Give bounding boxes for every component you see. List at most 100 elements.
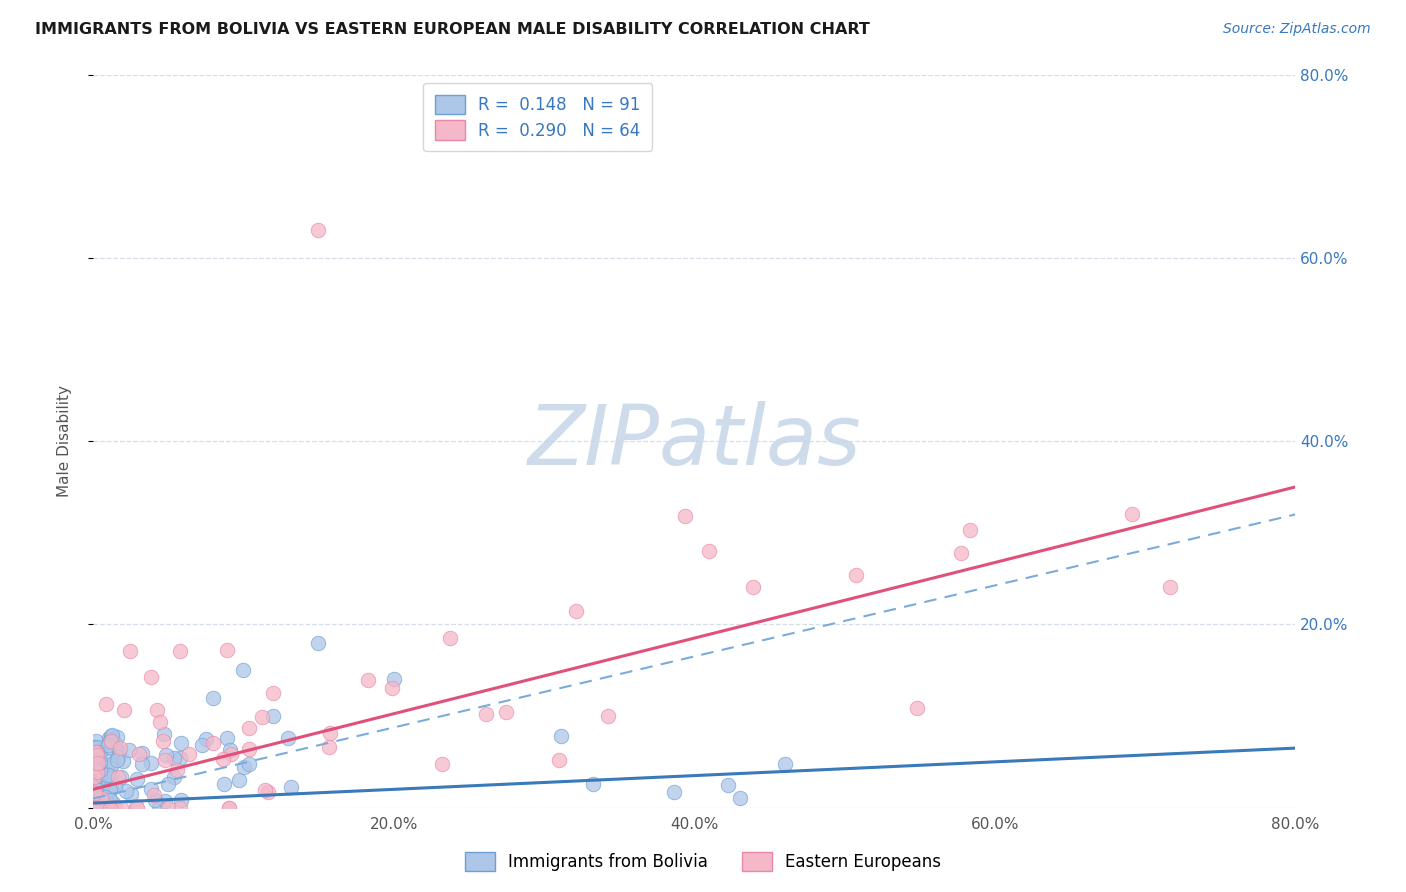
- Point: [217, 731, 239, 745]
- Point: [238, 756, 260, 771]
- Point: [717, 778, 740, 792]
- Point: [83, 739, 105, 754]
- Point: [100, 769, 122, 783]
- Point: [169, 800, 191, 814]
- Point: [218, 800, 240, 814]
- Point: [232, 663, 254, 677]
- Point: [550, 729, 572, 743]
- Point: [117, 742, 139, 756]
- Point: [83, 773, 105, 788]
- Point: [86, 761, 108, 775]
- Point: [86, 789, 108, 803]
- Point: [83, 778, 105, 792]
- Point: [86, 748, 108, 763]
- Point: [82, 739, 104, 754]
- Point: [86, 798, 108, 813]
- Point: [97, 768, 120, 782]
- Point: [1159, 580, 1181, 594]
- Point: [564, 604, 586, 618]
- Point: [319, 726, 342, 740]
- Point: [104, 780, 127, 794]
- Point: [156, 777, 179, 791]
- Point: [112, 754, 135, 768]
- Point: [125, 800, 148, 814]
- Point: [100, 756, 122, 771]
- Point: [83, 796, 105, 810]
- Point: [202, 736, 225, 750]
- Point: [773, 757, 796, 772]
- Point: [101, 728, 124, 742]
- Point: [153, 727, 176, 741]
- Point: [212, 752, 235, 766]
- Point: [149, 715, 172, 730]
- Point: [93, 753, 115, 767]
- Point: [148, 800, 170, 814]
- Point: [94, 789, 117, 804]
- Point: [547, 753, 569, 767]
- Point: [143, 793, 166, 807]
- Point: [100, 800, 122, 814]
- Point: [194, 731, 217, 746]
- Point: [83, 754, 105, 768]
- Point: [89, 756, 111, 770]
- Point: [97, 739, 120, 753]
- Point: [86, 800, 108, 814]
- Point: [141, 756, 163, 770]
- Point: [277, 731, 299, 745]
- Point: [83, 770, 105, 784]
- Point: [104, 799, 127, 814]
- Point: [280, 780, 302, 794]
- Point: [110, 800, 132, 814]
- Point: [108, 745, 131, 759]
- Point: [728, 790, 751, 805]
- Point: [232, 760, 254, 774]
- Point: [84, 734, 107, 748]
- Point: [100, 780, 122, 795]
- Point: [582, 777, 605, 791]
- Point: [87, 789, 110, 804]
- Point: [169, 750, 191, 764]
- Point: [84, 747, 107, 761]
- Point: [96, 772, 118, 787]
- Text: Source: ZipAtlas.com: Source: ZipAtlas.com: [1223, 22, 1371, 37]
- Point: [169, 644, 191, 658]
- Point: [110, 770, 132, 784]
- Point: [112, 702, 135, 716]
- Point: [97, 740, 120, 755]
- Point: [84, 740, 107, 755]
- Point: [89, 746, 111, 760]
- Point: [662, 785, 685, 799]
- Point: [87, 756, 110, 770]
- Point: [84, 745, 107, 759]
- Point: [87, 764, 110, 778]
- Point: [83, 786, 105, 800]
- Point: [87, 767, 110, 781]
- Point: [907, 701, 929, 715]
- Point: [218, 800, 240, 814]
- Point: [86, 745, 108, 759]
- Point: [381, 681, 404, 695]
- Point: [153, 753, 176, 767]
- Point: [598, 708, 620, 723]
- Point: [382, 673, 405, 687]
- Point: [250, 710, 273, 724]
- Point: [673, 509, 696, 524]
- Point: [83, 786, 105, 800]
- Point: [100, 733, 122, 747]
- Legend: Immigrants from Bolivia, Eastern Europeans: Immigrants from Bolivia, Eastern Europea…: [457, 843, 949, 880]
- Point: [89, 763, 111, 777]
- Text: ZIPatlas: ZIPatlas: [527, 401, 860, 482]
- Point: [163, 750, 186, 764]
- Point: [98, 767, 121, 781]
- Point: [475, 707, 498, 722]
- Point: [86, 739, 108, 754]
- Point: [139, 781, 162, 796]
- Point: [221, 747, 243, 761]
- Point: [86, 764, 108, 779]
- Point: [318, 740, 340, 755]
- Point: [432, 757, 454, 772]
- Point: [439, 631, 461, 645]
- Point: [212, 777, 235, 791]
- Point: [86, 797, 108, 812]
- Point: [86, 756, 108, 771]
